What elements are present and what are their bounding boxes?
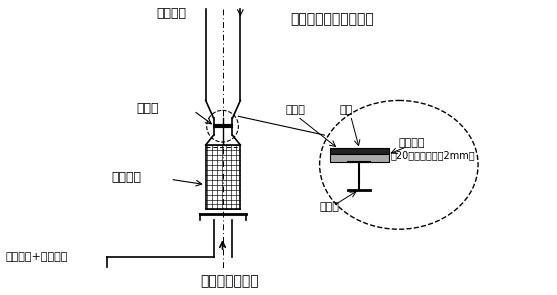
Bar — [330, 154, 389, 162]
Text: 試料の保持方法: 試料の保持方法 — [201, 274, 260, 288]
Text: 試料セル: 試料セル — [399, 138, 426, 148]
Text: 支持台: 支持台 — [136, 102, 159, 115]
Text: （20㎜外径、深さ2mm）: （20㎜外径、深さ2mm） — [391, 150, 476, 160]
Text: ガラス粒: ガラス粒 — [111, 171, 141, 184]
Text: 窒素ガス+酸素ガス: 窒素ガス+酸素ガス — [6, 252, 68, 262]
Bar — [330, 148, 389, 154]
Text: 断熱材: 断熱材 — [286, 105, 306, 115]
Text: 試料: 試料 — [339, 105, 353, 115]
Text: 試料保持部分の拡大図: 試料保持部分の拡大図 — [290, 12, 374, 26]
Text: 支持台: 支持台 — [320, 202, 339, 212]
Text: 燃焼円筒: 燃焼円筒 — [156, 7, 186, 20]
